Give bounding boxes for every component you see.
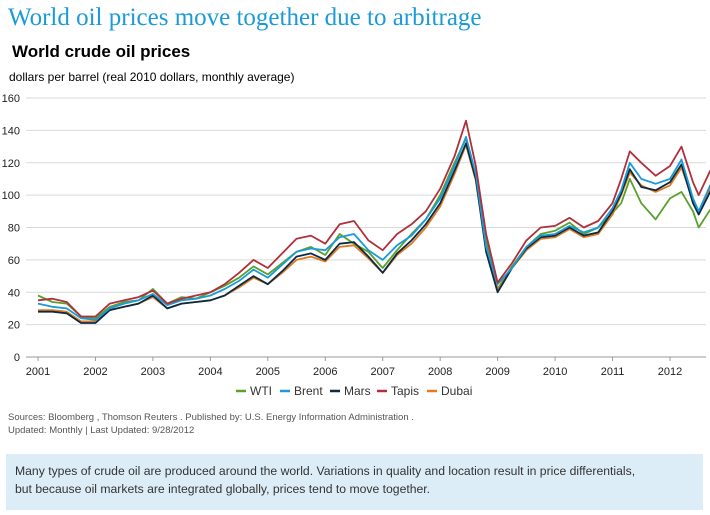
y-tick-label: 40 [8,287,20,299]
sources-line: Sources: Bloomberg , Thomson Reuters . P… [8,412,414,423]
series-line-tapis [37,119,710,318]
series-line-mars [38,142,710,324]
line-chart: 0 20 40 60 80 100 120 140 160 2001 2002 2003 2004 200… [2,93,710,398]
x-tick-label: 2003 [141,366,165,378]
legend-label-brent: Brent [294,384,323,398]
page-title: World oil prices move together due to ar… [8,4,482,31]
y-tick-label: 60 [8,255,20,267]
x-tick-label: 2002 [83,366,107,378]
note-line-2: but because oil markets are integrated g… [15,482,431,496]
x-tick-label: 2012 [658,366,682,378]
series-line-wti [37,137,710,320]
series-line-dubai [38,144,710,323]
note-line-1: Many types of crude oil are produced aro… [15,464,636,478]
y-tick-label: 120 [2,158,20,170]
x-tick-label: 2009 [485,366,509,378]
updated-line: Updated: Monthly | Last Updated: 9/28/20… [8,425,195,436]
series-line-brent [37,135,710,321]
legend-label-wti: WTI [250,384,272,398]
y-tick-label: 160 [2,93,20,105]
legend-label-tapis: Tapis [391,384,419,398]
y-tick-label: 140 [2,125,20,137]
y-tick-label: 0 [14,352,20,364]
x-tick-label: 2011 [601,366,625,378]
sources-text: Sources: Bloomberg , Thomson Reuters . P… [8,411,414,437]
x-tick-label: 2005 [256,366,280,378]
note-box: Many types of crude oil are produced aro… [6,454,703,510]
y-tick-label: 100 [2,190,20,202]
legend-label-mars: Mars [344,384,371,398]
x-tick-label: 2007 [370,366,394,378]
y-tick-label: 80 [8,223,20,235]
x-tick-label: 2008 [428,366,452,378]
y-tick-label: 20 [8,320,20,332]
y-axis-label: dollars per barrel (real 2010 dollars, m… [9,70,295,84]
x-tick-label: 2010 [543,366,567,378]
x-tick-label: 2004 [198,366,222,378]
x-tick-label: 2006 [313,366,337,378]
legend-label-dubai: Dubai [441,384,472,398]
chart-title: World crude oil prices [12,42,191,61]
x-tick-label: 2001 [26,366,50,378]
